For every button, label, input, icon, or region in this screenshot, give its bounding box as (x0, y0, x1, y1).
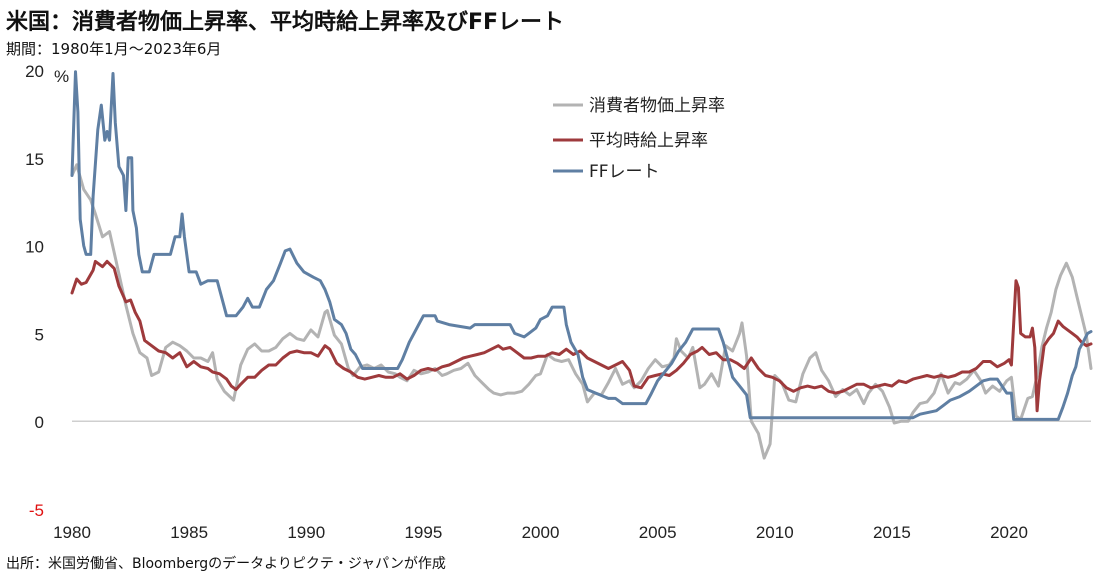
y-tick-label: -5 (29, 501, 44, 520)
series-lines (70, 70, 1093, 460)
legend: 消費者物価上昇率 平均時給上昇率 FFレート (553, 96, 725, 182)
source-note: 出所：米国労働省、Bloombergのデータよりピクテ・ジャパンが作成 (6, 556, 446, 572)
x-tick-label: 2005 (639, 523, 677, 542)
chart-title: 米国：消費者物価上昇率、平均時給上昇率及びFFレート (6, 10, 565, 35)
series-line-wages (70, 259, 1093, 413)
chart-period: 期間：1980年1月～2023年6月 (6, 40, 222, 58)
x-tick-label: 1985 (170, 523, 208, 542)
y-tick-label: 5 (35, 325, 44, 344)
x-tick-label: 2020 (990, 523, 1028, 542)
x-tick-label: 2010 (756, 523, 794, 542)
x-axis-ticks: 1980 1985 1990 1995 2000 2005 2010 2015 2020 (53, 523, 1028, 542)
series-line-ff-rate (70, 70, 1093, 421)
legend-label-ff-rate: FFレート (589, 162, 660, 182)
x-tick-label: 1980 (53, 523, 91, 542)
legend-label-wages: 平均時給上昇率 (589, 131, 708, 151)
x-tick-label: 2015 (873, 523, 911, 542)
y-axis-unit-label: % (54, 67, 69, 86)
y-tick-label: 0 (35, 413, 44, 432)
y-tick-label: 20 (25, 62, 44, 81)
y-tick-label: 10 (25, 238, 44, 257)
x-tick-label: 2000 (522, 523, 560, 542)
x-tick-label: 1990 (287, 523, 325, 542)
y-axis-ticks: -5 0 5 10 15 20 (25, 62, 44, 520)
legend-label-cpi: 消費者物価上昇率 (589, 96, 725, 116)
y-tick-label: 15 (25, 150, 44, 169)
x-tick-label: 1995 (404, 523, 442, 542)
